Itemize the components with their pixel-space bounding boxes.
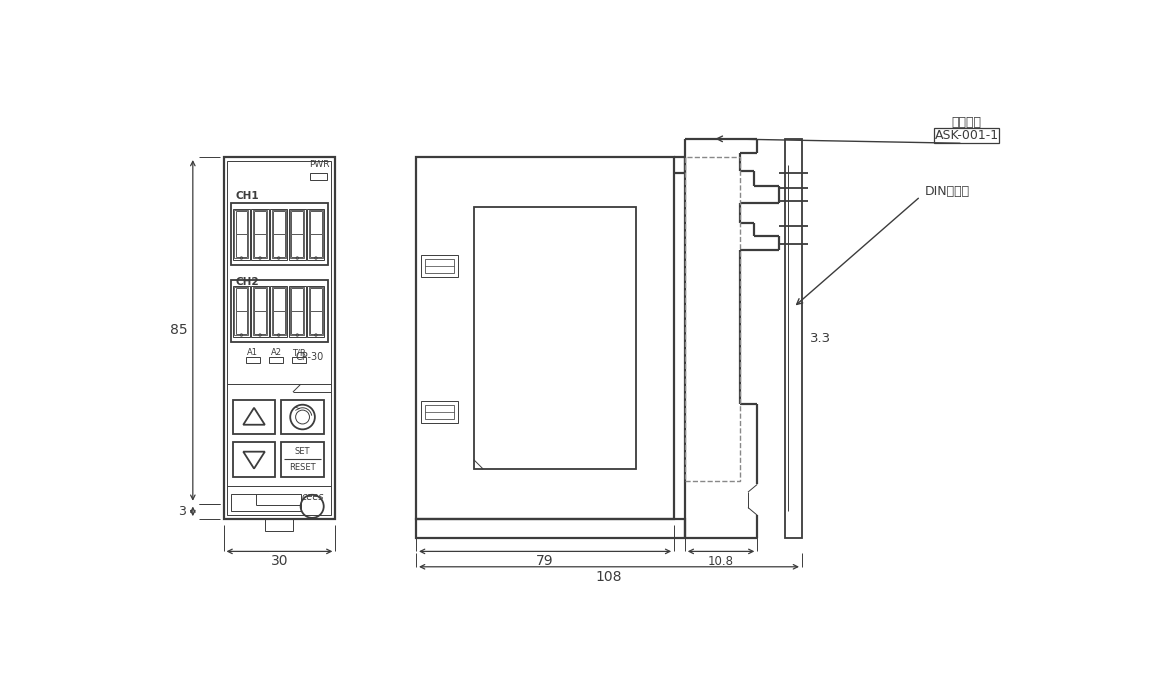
Text: cees: cees [301,492,324,502]
Text: CP-30: CP-30 [296,352,324,363]
Bar [252,286,269,337]
Bar [223,157,336,519]
Bar [421,401,458,423]
Text: 10.8: 10.8 [708,555,734,568]
Bar [685,157,741,480]
Bar [309,287,323,335]
Bar [421,255,458,276]
Text: ASK-001-1: ASK-001-1 [935,129,998,142]
Text: CH1: CH1 [236,190,259,201]
Text: PWR: PWR [309,160,330,169]
Bar [290,210,305,258]
Bar [309,210,323,258]
Bar [271,210,285,258]
Text: 85: 85 [170,323,187,337]
Bar [253,287,267,335]
Bar [235,287,248,335]
Bar [232,442,275,477]
Bar [289,286,306,337]
Bar [416,519,685,538]
Bar [474,207,636,469]
Bar [290,287,305,335]
Text: 108: 108 [596,570,622,584]
Text: ソケット: ソケット [952,116,982,129]
Bar [235,210,248,258]
Bar [307,209,324,260]
Bar [270,209,288,260]
Bar [232,209,250,260]
Bar [246,356,260,363]
Text: 30: 30 [270,554,289,568]
Bar [266,519,293,531]
Bar [307,286,324,337]
Bar [309,174,327,180]
Bar [269,356,283,363]
Bar [282,442,324,477]
Bar [292,356,306,363]
Bar [253,210,267,258]
Bar [270,286,288,337]
Bar [228,161,331,515]
Bar [785,139,802,538]
Bar [289,209,306,260]
Text: A2: A2 [270,348,282,357]
Bar [416,157,674,519]
Text: RESET: RESET [290,463,316,472]
Bar [424,405,454,419]
Text: DINレール: DINレール [925,186,969,198]
Text: CH2: CH2 [236,277,259,287]
Text: 3: 3 [178,505,186,518]
Bar [231,494,300,511]
Text: SET: SET [294,447,311,456]
Bar [231,280,328,342]
Bar [232,400,275,434]
Text: 79: 79 [536,554,554,568]
Text: A1: A1 [247,348,259,357]
Text: 3.3: 3.3 [810,332,830,344]
Bar [282,400,324,434]
Bar [232,286,250,337]
Bar [934,128,999,144]
Text: T/R: T/R [292,348,306,357]
Bar [424,259,454,272]
Bar [252,209,269,260]
Bar [231,203,328,265]
Bar [271,287,285,335]
